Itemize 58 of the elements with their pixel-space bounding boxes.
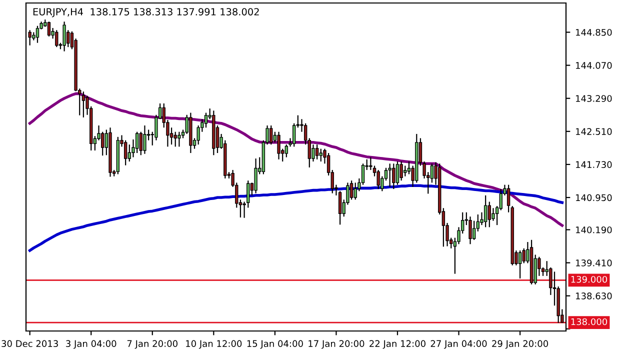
x-tick-label: 17 Jan 20:00 — [308, 340, 364, 349]
candlestick — [350, 180, 354, 200]
x-tick-label: 3 Jan 04:00 — [66, 340, 116, 349]
candlestick — [135, 131, 139, 154]
x-tick-label: 29 Jan 20:00 — [492, 340, 548, 349]
candlestick — [143, 124, 146, 154]
candlestick — [484, 194, 488, 228]
candlestick — [376, 169, 380, 190]
candlestick — [354, 182, 357, 200]
candlestick — [315, 144, 319, 160]
candlestick — [36, 25, 40, 44]
y-tick-label: 144.070 — [576, 62, 612, 69]
candlestick — [430, 163, 434, 184]
candlestick — [400, 160, 403, 182]
candlestick — [506, 184, 510, 213]
y-tick-label: 139.410 — [576, 260, 612, 266]
x-tick-label: 30 Dec 2013 — [2, 340, 58, 348]
ref-line-label: 139.000 — [571, 276, 608, 283]
y-tick-label: 138.630 — [576, 292, 612, 300]
candlestick — [174, 131, 177, 148]
x-tick-label: 27 Jan 04:00 — [430, 340, 487, 349]
candlestick — [319, 148, 322, 162]
candlestick — [254, 158, 258, 194]
candlestick — [518, 250, 522, 280]
candlestick — [396, 160, 400, 186]
candlestick — [178, 131, 181, 148]
ref-line-label: 138.000 — [571, 318, 608, 326]
candlestick — [499, 188, 502, 211]
x-tick-label: 7 Jan 20:00 — [127, 340, 178, 349]
candlestick — [492, 208, 495, 222]
candlestick — [404, 165, 407, 177]
candlestick — [82, 91, 86, 118]
candlestick — [292, 122, 296, 148]
y-tick-label: 144.850 — [576, 28, 612, 36]
candlestick — [392, 163, 396, 190]
candlestick — [62, 21, 66, 52]
candlestick — [468, 216, 472, 245]
candlestick — [270, 124, 273, 146]
candlestick — [128, 144, 131, 162]
y-tick-label: 140.190 — [576, 226, 612, 234]
candlestick — [388, 163, 392, 188]
x-tick-label: 22 Jan 12:00 — [370, 340, 426, 349]
candlestick — [55, 30, 58, 48]
candlestick — [361, 163, 365, 186]
candlestick — [472, 220, 476, 240]
x-tick-label: 15 Jan 04:00 — [247, 340, 303, 349]
candlestick — [488, 201, 491, 228]
y-tick-label: 140.950 — [576, 194, 612, 202]
candlestick — [277, 131, 280, 160]
candlestick — [47, 21, 51, 38]
chart-title: EURJPY,H4 138.175 138.313 137.991 138.002 — [33, 8, 259, 18]
candlestick — [204, 112, 208, 128]
y-tick-label: 142.510 — [576, 128, 612, 135]
y-tick-label: 143.290 — [576, 95, 612, 102]
candlestick — [522, 248, 526, 264]
candlestick — [312, 144, 315, 162]
y-tick-label: 141.730 — [576, 161, 612, 168]
x-tick-label: 10 Jan 12:00 — [186, 340, 242, 349]
